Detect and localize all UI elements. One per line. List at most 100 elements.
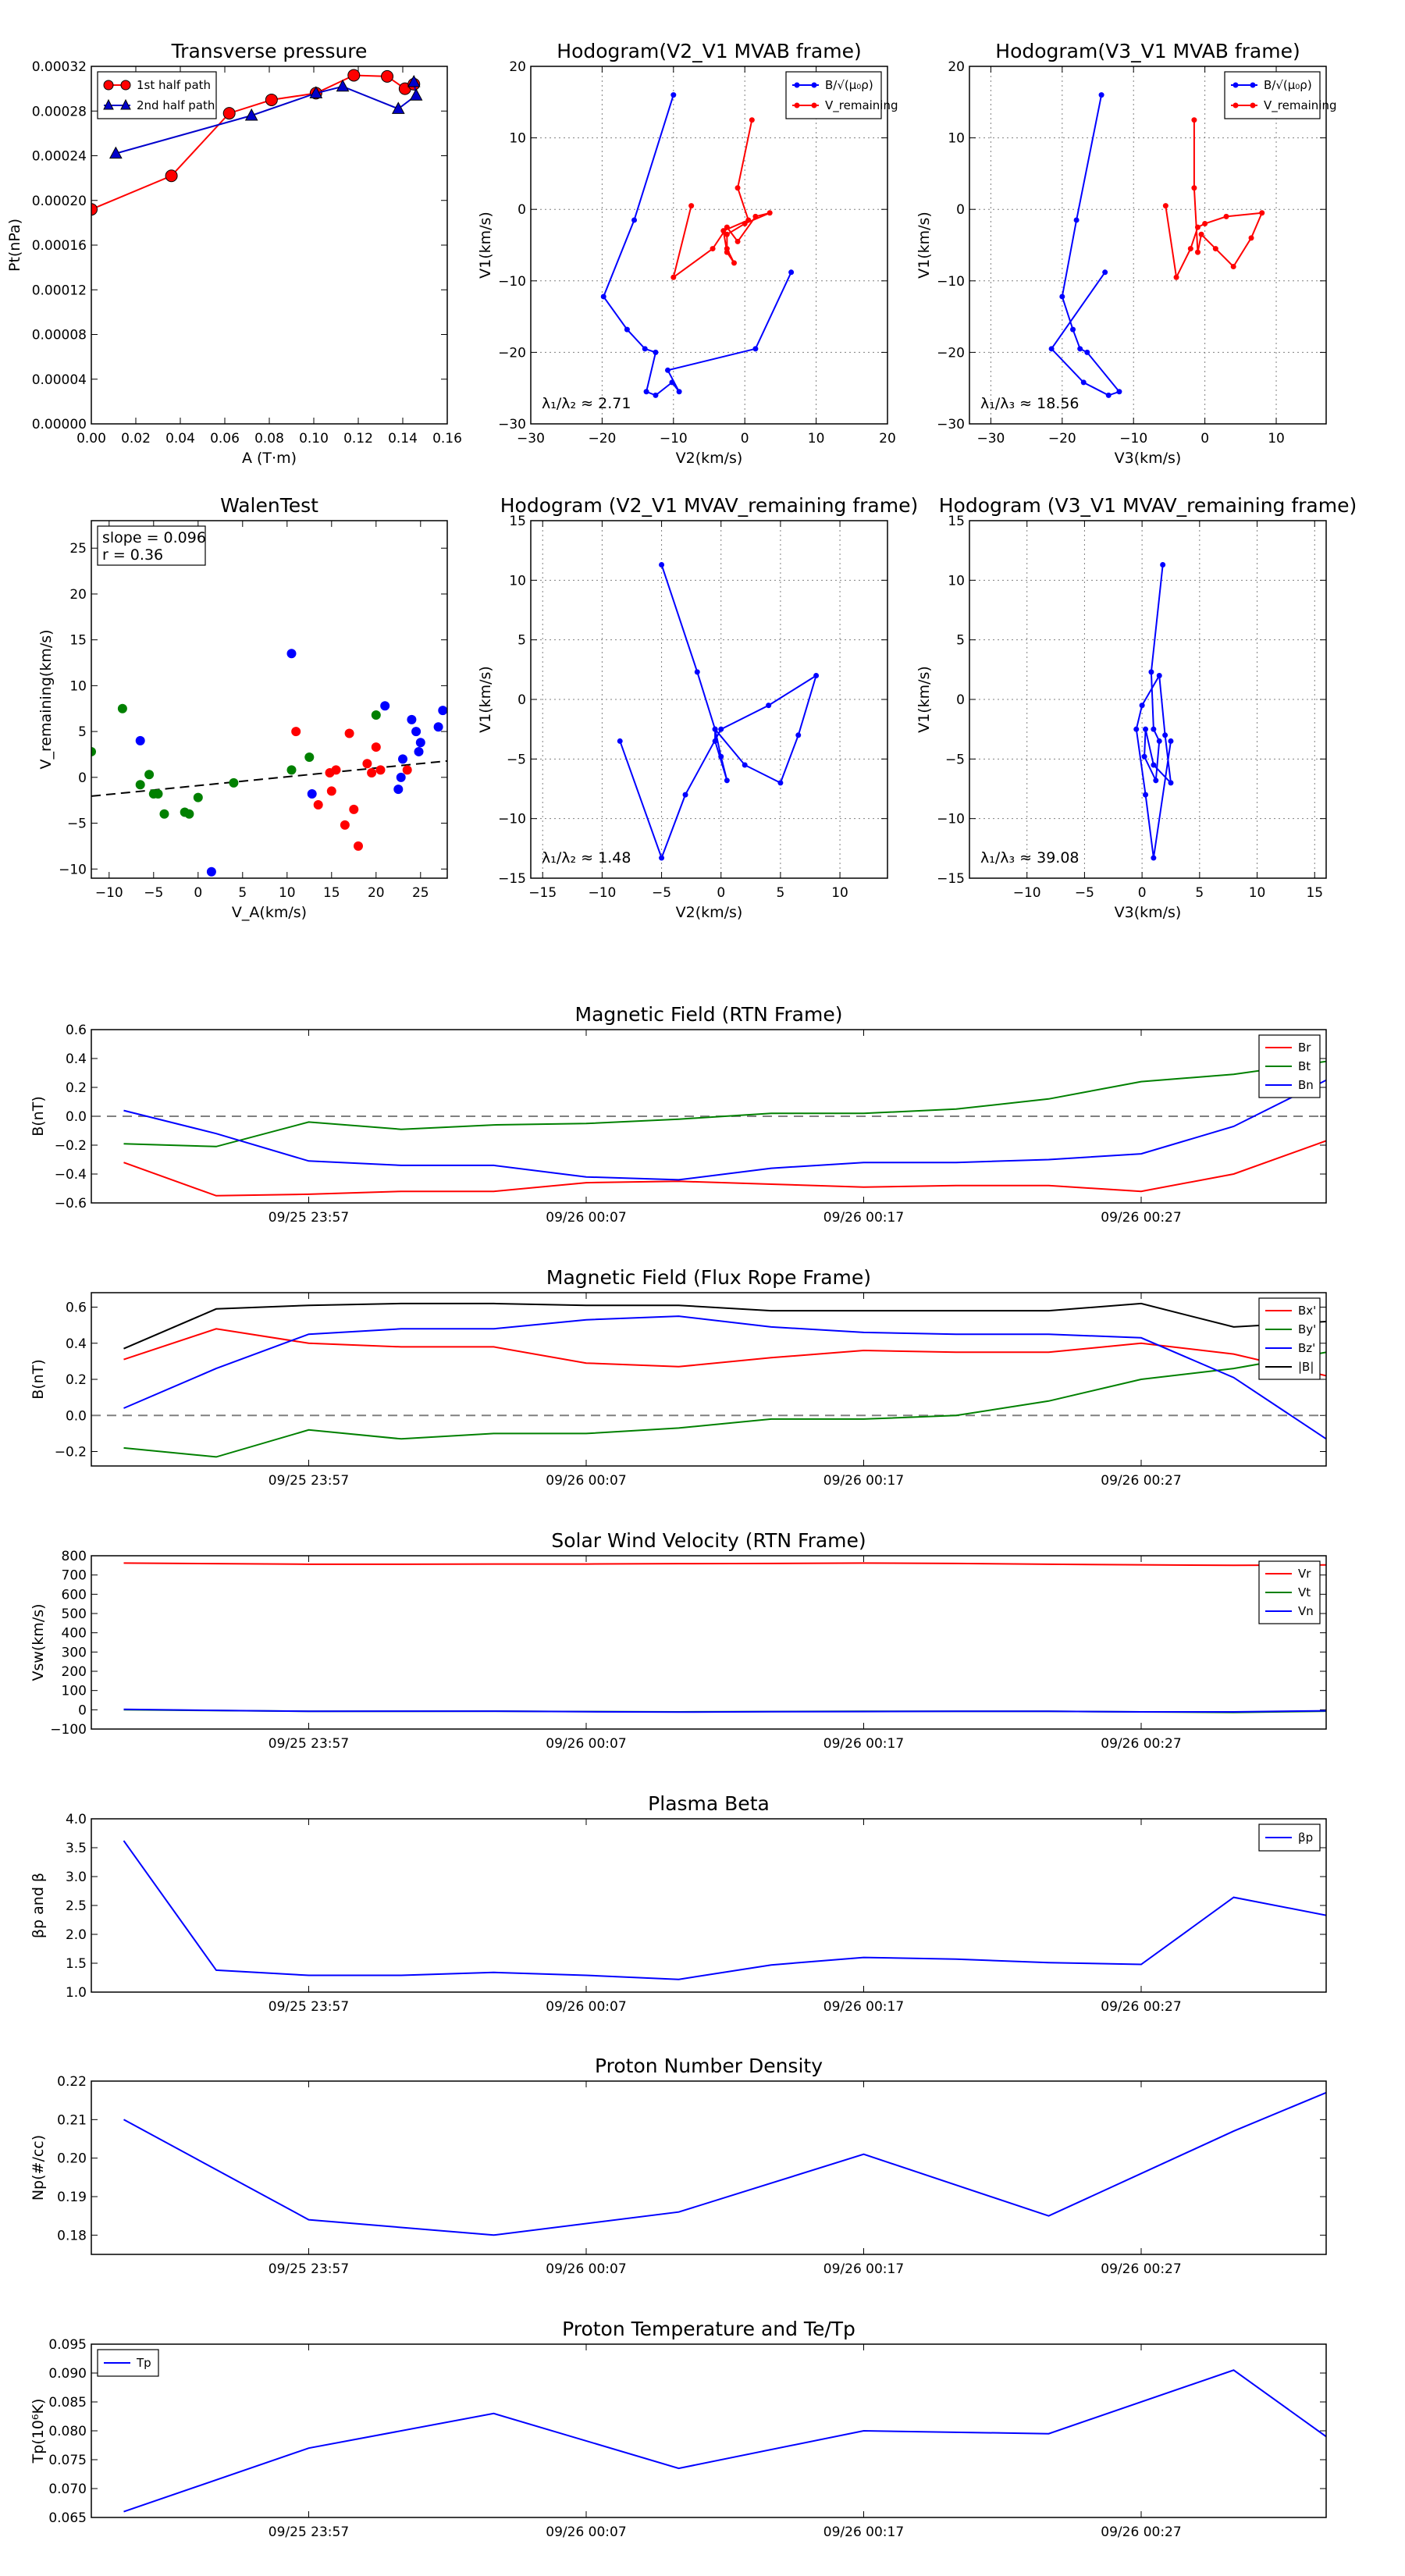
data-point bbox=[712, 726, 718, 732]
y-tick-label: −0.2 bbox=[55, 1445, 87, 1461]
y-tick-label: −0.4 bbox=[55, 1167, 87, 1183]
plot-frame bbox=[969, 66, 1327, 425]
y-tick-label: 0.075 bbox=[48, 2453, 87, 2468]
data-point bbox=[304, 752, 315, 762]
data-point bbox=[600, 294, 606, 300]
x-tick-label: 09/26 00:17 bbox=[823, 1210, 904, 1226]
data-point bbox=[307, 788, 317, 799]
legend-label: Bx' bbox=[1298, 1304, 1316, 1318]
data-point bbox=[229, 777, 239, 788]
data-point bbox=[1162, 203, 1168, 209]
chart-walen-test: WalenTest −10 −5 0 5 10 15 20 25 −10 −5 0 5 10 15 20 25 V… bbox=[37, 494, 448, 921]
y-tick-label: 20 bbox=[948, 59, 965, 75]
data-point bbox=[1133, 726, 1140, 732]
chart-hodogram-v2-mvav: Hodogram (V2_V1 MVAV_remaining frame) −15… bbox=[477, 494, 918, 921]
x-tick-label: 0 bbox=[1138, 885, 1147, 901]
y-tick-label: 4.0 bbox=[66, 1812, 87, 1827]
x-tick-label: 10 bbox=[1268, 431, 1285, 447]
series-line bbox=[1135, 564, 1172, 859]
data-point bbox=[1202, 221, 1208, 227]
series-0 bbox=[123, 2091, 1326, 2236]
chart-title: Hodogram(V2_V1 MVAB frame) bbox=[557, 40, 861, 62]
x-tick-label: 0.16 bbox=[432, 431, 462, 447]
data-point bbox=[731, 260, 737, 266]
chart-hodogram-v3-mvav: Hodogram (V3_V1 MVAV_remaining frame) −10… bbox=[916, 494, 1357, 921]
x-tick-label: 09/26 00:27 bbox=[1101, 1473, 1181, 1489]
series-bt bbox=[123, 1060, 1326, 1147]
x-tick-label: 09/26 00:27 bbox=[1101, 1210, 1181, 1226]
y-tick-label: 700 bbox=[62, 1568, 87, 1584]
y-tick-label: 0.00012 bbox=[32, 283, 87, 298]
data-point bbox=[1259, 210, 1265, 216]
y-tick-label: 500 bbox=[62, 1606, 87, 1622]
data-point bbox=[415, 738, 425, 748]
data-point bbox=[676, 389, 682, 395]
plot-frame bbox=[91, 1818, 1327, 1993]
y-tick-label: 0.00024 bbox=[32, 149, 87, 165]
y-tick-label: 0.00032 bbox=[32, 59, 87, 75]
y-tick-label: −10 bbox=[498, 812, 526, 827]
legend-label: Vt bbox=[1298, 1585, 1311, 1599]
y-axis-label: V1(km/s) bbox=[477, 212, 494, 279]
x-tick-label: −20 bbox=[1048, 431, 1076, 447]
y-tick-label: 0 bbox=[78, 1703, 87, 1718]
data-point bbox=[724, 777, 730, 784]
y-tick-label: −0.6 bbox=[55, 1196, 87, 1212]
plot-frame bbox=[969, 520, 1327, 879]
chart-title: Solar Wind Velocity (RTN Frame) bbox=[551, 1529, 866, 1552]
x-tick-label: 10 bbox=[1249, 885, 1266, 901]
plot-area bbox=[1133, 561, 1174, 861]
legend-label: Vr bbox=[1298, 1567, 1311, 1581]
data-point bbox=[1168, 780, 1174, 786]
x-tick-label: 0.00 bbox=[76, 431, 106, 447]
data-point bbox=[795, 732, 802, 738]
x-tick-label: 09/26 00:07 bbox=[546, 1736, 626, 1752]
data-point bbox=[309, 86, 323, 98]
legend-box bbox=[1224, 71, 1321, 119]
chart-proton-number-density: Proton Number Density 09/25 23:57 09/26 00… bbox=[30, 2055, 1327, 2277]
series-line bbox=[123, 1079, 1326, 1181]
y-tick-label: 0.19 bbox=[57, 2190, 87, 2205]
data-point bbox=[1048, 346, 1055, 352]
data-point bbox=[670, 92, 677, 98]
data-point bbox=[777, 780, 784, 786]
y-axis-label: Pt(nPa) bbox=[6, 219, 23, 272]
y-tick-label: −10 bbox=[59, 862, 87, 877]
legend-marker bbox=[794, 102, 800, 109]
data-point bbox=[349, 804, 359, 814]
eigenvalue-ratio: λ₁/λ₂ ≈ 2.71 bbox=[542, 395, 631, 412]
series-line bbox=[603, 94, 792, 397]
chart-magnetic-field-flux-rope: Magnetic Field (Flux Rope Frame) 09/25 23… bbox=[30, 1266, 1327, 1489]
y-tick-label: 100 bbox=[62, 1684, 87, 1699]
y-tick-label: −5 bbox=[67, 817, 87, 832]
legend-box bbox=[1258, 1297, 1321, 1380]
legend-label: Br bbox=[1298, 1041, 1311, 1055]
data-point bbox=[742, 221, 748, 227]
data-point bbox=[1191, 117, 1197, 123]
data-point bbox=[1160, 561, 1166, 568]
chart-title: Transverse pressure bbox=[171, 40, 368, 62]
x-tick-label: −30 bbox=[976, 431, 1005, 447]
x-tick-label: 09/26 00:07 bbox=[546, 1210, 626, 1226]
y-tick-label: 3.5 bbox=[66, 1841, 87, 1856]
y-tick-label: 10 bbox=[509, 131, 526, 147]
data-point bbox=[749, 117, 755, 123]
data-point bbox=[752, 346, 759, 352]
data-point bbox=[1151, 726, 1157, 732]
x-tick-label: 0.12 bbox=[343, 431, 373, 447]
series-v-remaining bbox=[1162, 117, 1265, 280]
data-point bbox=[724, 224, 730, 230]
y-tick-label: 0.6 bbox=[66, 1300, 87, 1316]
y-axis-label: B(nT) bbox=[30, 1096, 47, 1137]
y-tick-label: −10 bbox=[937, 274, 965, 290]
y-tick-label: 0 bbox=[956, 202, 965, 218]
x-tick-label: −10 bbox=[95, 885, 123, 901]
data-point bbox=[1151, 855, 1157, 861]
data-point bbox=[391, 101, 405, 114]
data-point bbox=[669, 379, 675, 386]
data-point bbox=[184, 809, 194, 819]
legend-label: B/√(μ₀ρ) bbox=[825, 78, 873, 92]
y-tick-label: 0.22 bbox=[57, 2074, 87, 2090]
data-point bbox=[1073, 217, 1080, 223]
y-axis-label: Np(#/cc) bbox=[30, 2135, 47, 2201]
